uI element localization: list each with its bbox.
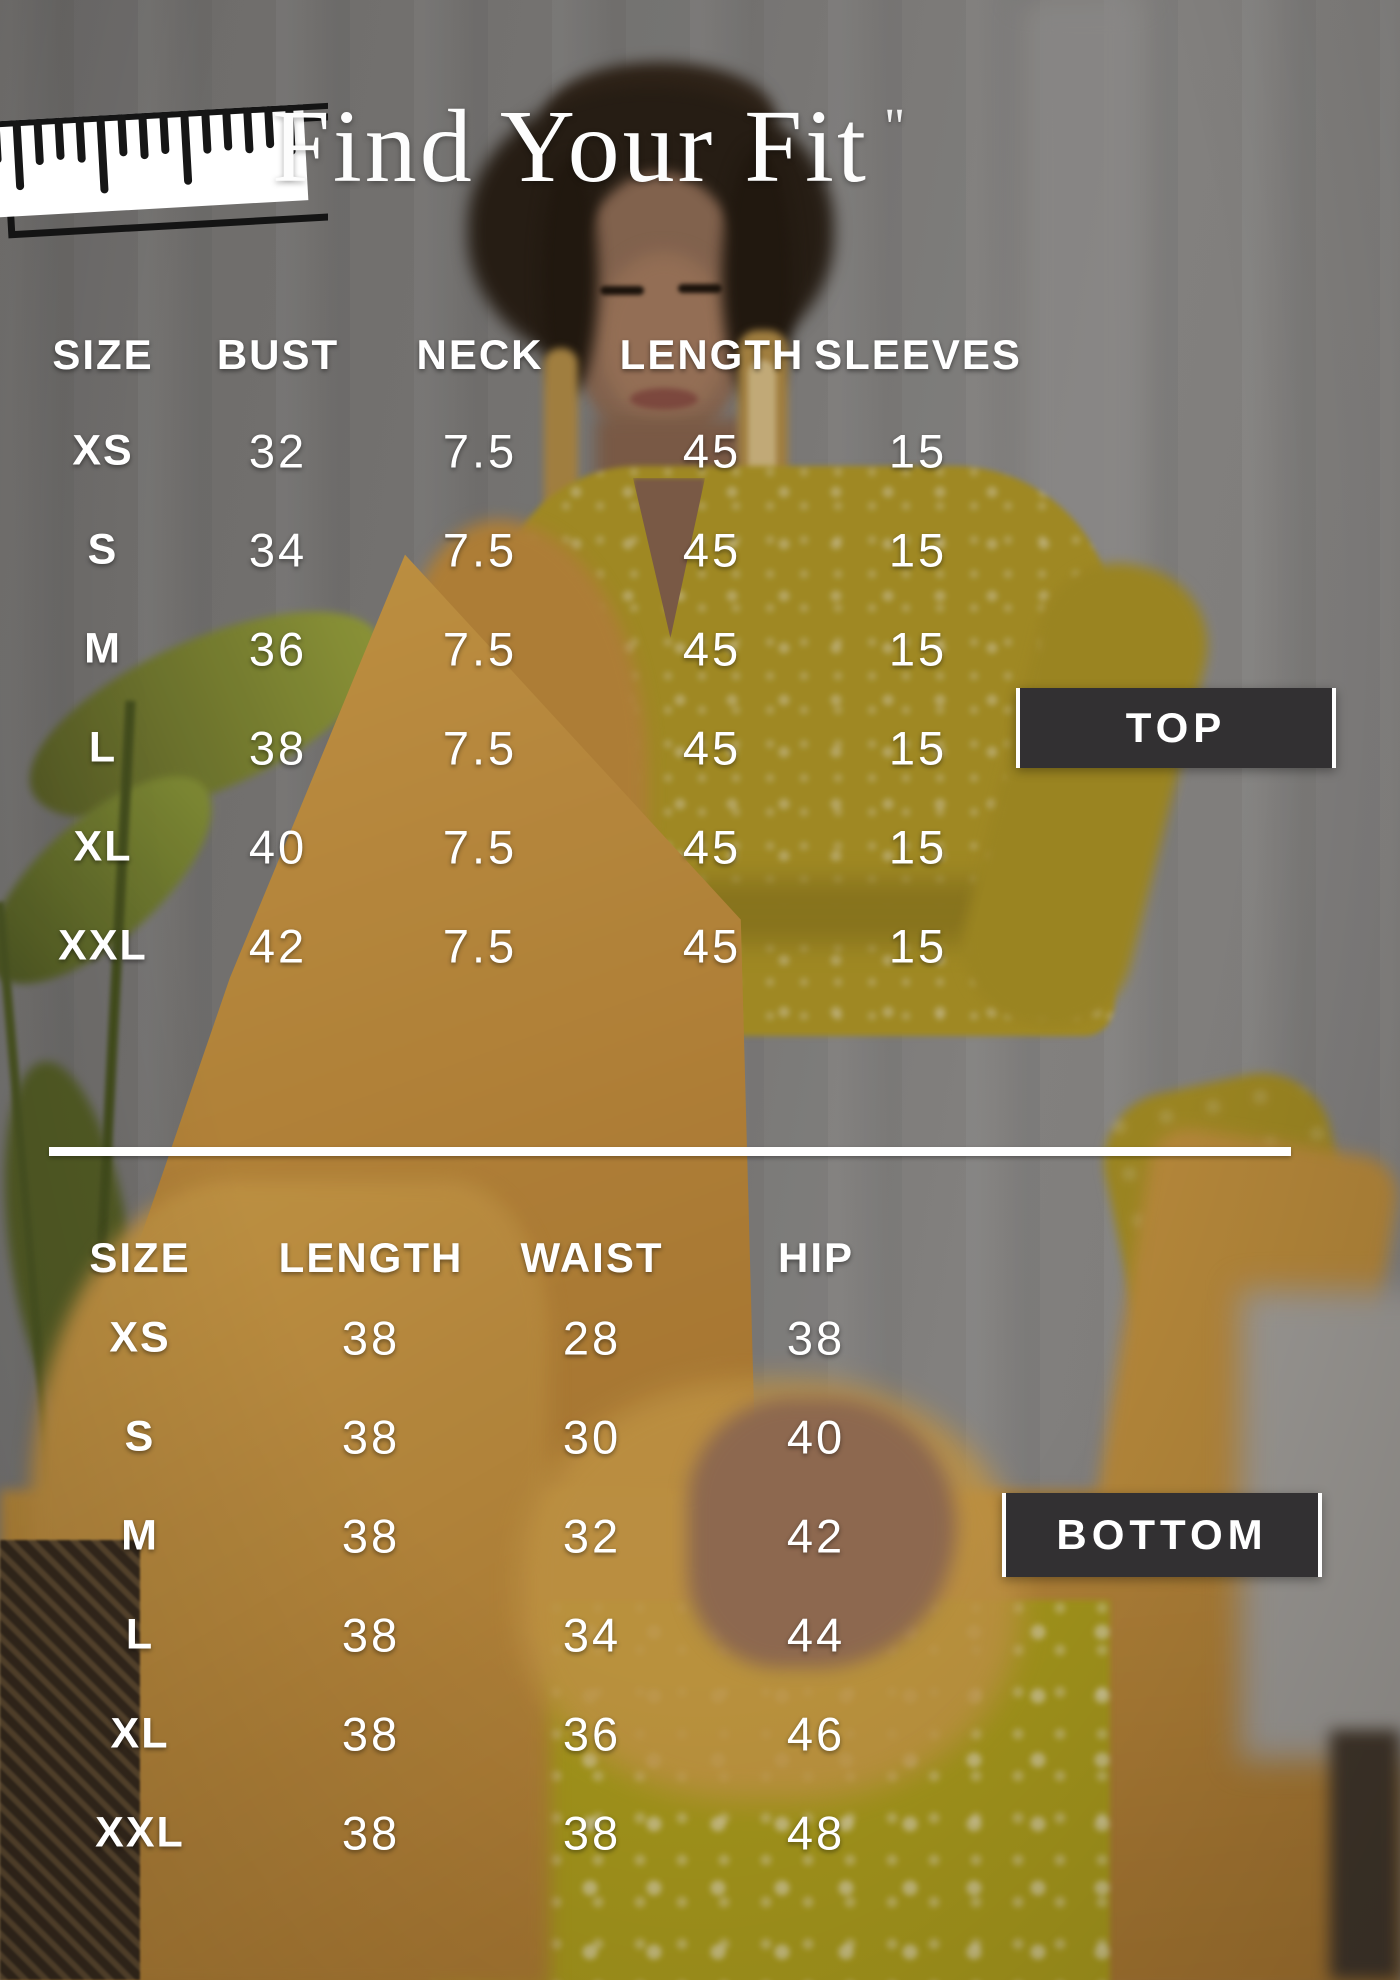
size-label: S <box>124 1412 156 1461</box>
model-lips <box>630 388 698 410</box>
size-label: L <box>125 1610 155 1659</box>
measurement-value: 7.5 <box>442 523 518 577</box>
column-header: SLEEVES <box>814 331 1022 378</box>
measurement-value: 36 <box>248 622 308 676</box>
section-divider <box>49 1147 1291 1156</box>
column-header: LENGTH <box>278 1234 464 1281</box>
measurement-value: 45 <box>682 919 742 973</box>
measurement-value: 42 <box>248 919 308 973</box>
column-header: WAIST <box>520 1234 664 1281</box>
top-badge: TOP <box>1016 688 1336 768</box>
measurement-value: 7.5 <box>442 424 518 478</box>
measurement-value: 38 <box>341 1311 401 1365</box>
measurement-value: 38 <box>786 1311 846 1365</box>
measurement-value: 32 <box>248 424 308 478</box>
measurement-value: 38 <box>341 1509 401 1563</box>
column-header: LENGTH <box>619 331 805 378</box>
measurement-value: 15 <box>888 523 948 577</box>
measurement-value: 30 <box>562 1410 622 1464</box>
top-badge-label: TOP <box>1125 704 1227 751</box>
measurement-value: 36 <box>562 1707 622 1761</box>
measurement-value: 45 <box>682 721 742 775</box>
bottom-badge-label: BOTTOM <box>1056 1511 1268 1558</box>
column-header: BUST <box>216 331 340 378</box>
measurement-value: 38 <box>248 721 308 775</box>
measurement-value: 7.5 <box>442 721 518 775</box>
measurement-value: 34 <box>562 1608 622 1662</box>
wicker-chair <box>0 1540 140 1980</box>
column-header: SIZE <box>89 1234 191 1281</box>
measurement-value: 7.5 <box>442 820 518 874</box>
measurement-value: 38 <box>562 1806 622 1860</box>
ruler-icon <box>0 102 328 239</box>
column-header: SIZE <box>52 331 154 378</box>
corner-shadow <box>1330 1730 1400 1980</box>
size-label: XXL <box>58 921 148 970</box>
model-hand <box>688 1398 956 1668</box>
size-label: L <box>88 723 118 772</box>
column-header: HIP <box>777 1234 854 1281</box>
measurement-value: 45 <box>682 523 742 577</box>
measurement-value: 38 <box>341 1410 401 1464</box>
measurement-value: 15 <box>888 721 948 775</box>
measurement-value: 46 <box>786 1707 846 1761</box>
model-eyebrow <box>600 286 644 295</box>
measurement-value: 38 <box>341 1707 401 1761</box>
size-label: XL <box>73 822 133 871</box>
measurement-value: 40 <box>786 1410 846 1464</box>
model-eyebrow <box>678 284 722 293</box>
measurement-value: 32 <box>562 1509 622 1563</box>
measurement-value: 45 <box>682 820 742 874</box>
measurement-value: 48 <box>786 1806 846 1860</box>
inches-unit-mark: " <box>884 99 906 156</box>
size-label: XL <box>110 1709 170 1758</box>
measurement-value: 15 <box>888 919 948 973</box>
measurement-value: 38 <box>341 1608 401 1662</box>
size-label: XXL <box>95 1808 185 1857</box>
column-header: NECK <box>416 331 544 378</box>
measurement-value: 40 <box>248 820 308 874</box>
measurement-value: 15 <box>888 820 948 874</box>
bottom-badge: BOTTOM <box>1002 1493 1322 1577</box>
measurement-value: 45 <box>682 424 742 478</box>
measurement-value: 45 <box>682 622 742 676</box>
measurement-value: 15 <box>888 424 948 478</box>
measurement-value: 7.5 <box>442 622 518 676</box>
measurement-value: 7.5 <box>442 919 518 973</box>
measurement-value: 38 <box>341 1806 401 1860</box>
measurement-value: 15 <box>888 622 948 676</box>
size-label: XS <box>109 1313 171 1362</box>
measurement-value: 42 <box>786 1509 846 1563</box>
size-label: XS <box>72 426 134 475</box>
size-label: M <box>84 624 122 673</box>
measurement-value: 44 <box>786 1608 846 1662</box>
size-label: S <box>87 525 119 574</box>
page-title: Find Your Fit <box>272 89 869 204</box>
measurement-value: 34 <box>248 523 308 577</box>
measurement-value: 28 <box>562 1311 622 1365</box>
size-label: M <box>121 1511 159 1560</box>
